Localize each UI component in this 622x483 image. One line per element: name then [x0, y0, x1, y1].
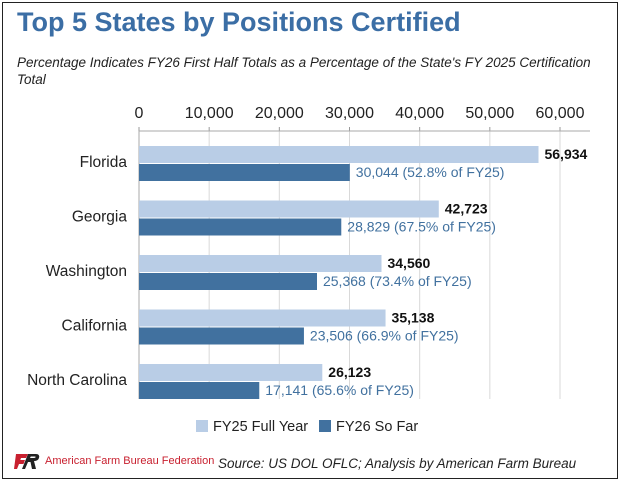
data-label-fy25: 56,934: [544, 146, 587, 162]
legend-label-fy26: FY26 So Far: [336, 419, 418, 435]
bar-fy26: [139, 164, 350, 181]
chart-subtitle: Percentage Indicates FY26 First Half Tot…: [17, 55, 591, 87]
bar-fy25: [139, 364, 323, 381]
x-tick-label: 50,000: [465, 105, 514, 122]
bar-fy26: [139, 273, 317, 290]
x-tick-label: 0: [135, 105, 144, 122]
legend-swatch-fy25: [196, 420, 208, 432]
bar-fy26: [139, 327, 304, 345]
bar-fy25: [139, 309, 386, 327]
x-tick-label: 30,000: [325, 105, 374, 122]
category-label: Florida: [80, 154, 128, 171]
chart-title: Top 5 States by Positions Certified: [17, 7, 461, 37]
x-tick-label: 40,000: [395, 105, 444, 122]
legend-swatch-fy26: [319, 420, 331, 432]
data-label-fy25: 35,138: [392, 310, 435, 326]
source-note: Source: US DOL OFLC; Analysis by America…: [218, 456, 577, 471]
category-label: North Carolina: [27, 372, 127, 389]
bar-fy25: [139, 200, 439, 218]
chart-frame: [2, 2, 618, 479]
x-tick-label: 60,000: [536, 105, 585, 122]
data-label-fy25: 26,123: [328, 364, 371, 380]
data-label-fy25: 42,723: [445, 201, 488, 217]
data-label-fy25: 34,560: [387, 255, 430, 271]
data-label-fy26: 28,829 (67.5% of FY25): [347, 219, 496, 235]
x-tick-label: 10,000: [185, 105, 234, 122]
category-label: California: [62, 318, 128, 335]
bar-fy26: [139, 218, 342, 236]
category-label: Georgia: [72, 209, 128, 226]
bar-fy25: [139, 255, 382, 272]
afbf-logo: American Farm Bureau Federation: [14, 452, 214, 470]
farm-bureau-logo-icon: [14, 454, 40, 469]
data-label-fy26: 25,368 (73.4% of FY25): [323, 273, 472, 289]
category-label: Washington: [46, 263, 127, 280]
legend-label-fy25: FY25 Full Year: [213, 419, 308, 435]
data-label-fy26: 17,141 (65.6% of FY25): [265, 382, 414, 398]
bar-fy26: [139, 382, 260, 399]
logo-text: American Farm Bureau Federation: [45, 455, 215, 467]
data-label-fy26: 30,044 (52.8% of FY25): [356, 164, 505, 180]
bar-fy25: [139, 146, 539, 163]
x-tick-label: 20,000: [255, 105, 304, 122]
data-label-fy26: 23,506 (66.9% of FY25): [310, 328, 459, 344]
